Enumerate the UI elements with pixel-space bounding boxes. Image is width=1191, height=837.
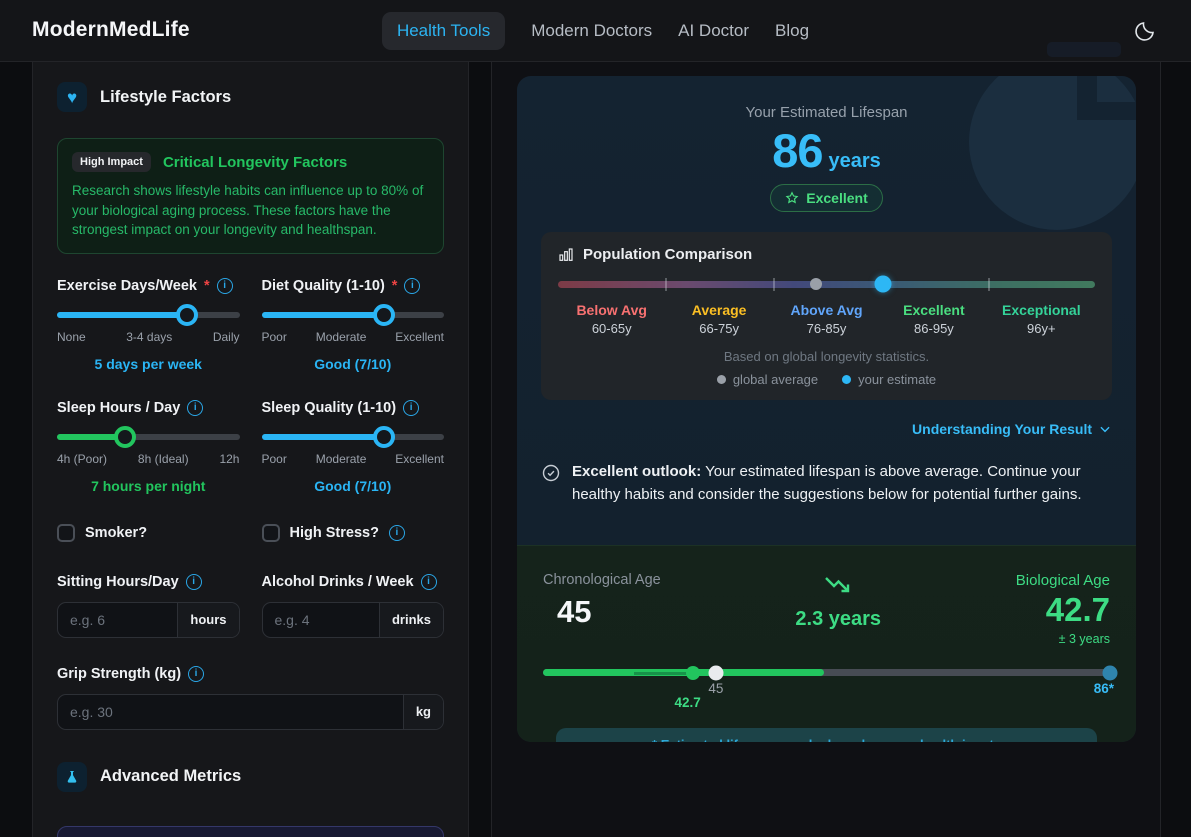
exercise-slider[interactable]	[57, 304, 240, 326]
excellent-badge[interactable]: Excellent	[770, 184, 882, 212]
callout-body: Research shows lifestyle habits can infl…	[72, 181, 429, 240]
high-stress-checkbox[interactable]	[262, 524, 280, 542]
lifespan-footnote: * Estimated lifespan may be based on you…	[556, 728, 1097, 742]
zone-below-avg: Below Avg60-65y	[558, 302, 665, 336]
population-title: Population Comparison	[583, 246, 752, 263]
legend-your-estimate: your estimate	[842, 372, 936, 387]
lifespan-marker	[1103, 665, 1118, 680]
top-navbar: ModernMedLife Health Tools Modern Doctor…	[0, 0, 1191, 62]
grip-strength-label: Grip Strength (kg)	[57, 666, 181, 682]
sitting-hours-input[interactable]	[58, 603, 177, 637]
exercise-value: 5 days per week	[57, 356, 240, 372]
sleep-quality-slider[interactable]	[262, 426, 445, 448]
population-scale-bar	[558, 276, 1095, 293]
star-icon	[785, 191, 799, 205]
smoker-checkbox-field: Smoker?	[57, 524, 240, 542]
advanced-metrics-title: Advanced Metrics	[100, 767, 241, 786]
info-icon[interactable]: i	[186, 574, 202, 590]
high-stress-checkbox-field: High Stress? i	[262, 524, 445, 542]
diet-label: Diet Quality (1-10)	[262, 278, 385, 294]
nav-item-ai-doctor[interactable]: AI Doctor	[678, 21, 749, 41]
diet-value: Good (7/10)	[262, 356, 445, 372]
sleep-hours-value: 7 hours per night	[57, 478, 240, 494]
lifestyle-title: Lifestyle Factors	[100, 88, 231, 107]
nav-item-blog[interactable]: Blog	[775, 21, 809, 41]
biological-age-block: Biological Age 42.7 ± 3 years	[1016, 572, 1110, 646]
info-icon[interactable]: i	[188, 666, 204, 682]
population-caption: Based on global longevity statistics.	[558, 349, 1095, 364]
nav-item-health-tools[interactable]: Health Tools	[382, 12, 505, 50]
check-circle-icon	[541, 463, 561, 483]
sitting-hours-field: Sitting Hours/Day i hours	[57, 574, 240, 638]
estimated-lifespan-card: Your Estimated Lifespan 86years Excellen…	[517, 76, 1136, 742]
info-icon[interactable]: i	[217, 278, 233, 294]
high-impact-callout: High Impact Critical Longevity Factors R…	[57, 138, 444, 254]
sleep-quality-slider-field: Sleep Quality (1-10)i PoorModerateExcell…	[262, 400, 445, 494]
info-icon[interactable]: i	[421, 574, 437, 590]
callout-title: Critical Longevity Factors	[163, 154, 347, 171]
chronological-age-marker	[708, 665, 723, 680]
info-icon[interactable]: i	[187, 400, 203, 416]
sleep-hours-label: Sleep Hours / Day	[57, 400, 180, 416]
alcohol-field: Alcohol Drinks / Week i drinks	[262, 574, 445, 638]
high-impact-badge: High Impact	[72, 152, 151, 172]
info-icon[interactable]: i	[403, 400, 419, 416]
heart-icon: ♥	[57, 82, 87, 112]
global-average-marker	[810, 278, 822, 290]
population-comparison-card: Population Comparison Below Avg60-65y Av…	[541, 232, 1112, 400]
diet-slider[interactable]	[262, 304, 445, 326]
alcohol-label: Alcohol Drinks / Week	[262, 574, 414, 590]
faint-button-shape	[1047, 42, 1121, 57]
exercise-slider-field: Exercise Days/Week*i None3-4 daysDaily 5…	[57, 278, 240, 372]
results-panel: Your Estimated Lifespan 86years Excellen…	[491, 62, 1161, 837]
alcohol-input[interactable]	[263, 603, 379, 637]
sleep-quality-label: Sleep Quality (1-10)	[262, 400, 397, 416]
lifestyle-section-header: ♥ Lifestyle Factors	[57, 82, 444, 112]
smoker-label: Smoker?	[85, 525, 147, 541]
grip-strength-suffix: kg	[403, 695, 443, 729]
flask-icon	[57, 762, 87, 792]
zone-excellent: Excellent86-95y	[880, 302, 987, 336]
lifespan-value: 86years	[517, 123, 1136, 178]
bar-chart-icon	[558, 247, 574, 263]
age-delta-block: 2.3 years	[795, 574, 881, 631]
zone-average: Average66-75y	[665, 302, 772, 336]
age-range-slider[interactable]: 45 42.7 86*	[543, 662, 1110, 706]
exercise-label: Exercise Days/Week	[57, 278, 197, 294]
grip-strength-input[interactable]	[58, 695, 403, 729]
zone-exceptional: Exceptional96y+	[988, 302, 1095, 336]
advanced-metrics-note: These fields provide deeper insights int…	[57, 826, 444, 837]
diet-slider-field: Diet Quality (1-10)*i PoorModerateExcell…	[262, 278, 445, 372]
legend-global-average: global average	[717, 372, 818, 387]
high-stress-label: High Stress?	[290, 525, 379, 541]
chronological-age-block: Chronological Age 45	[543, 572, 661, 630]
smoker-checkbox[interactable]	[57, 524, 75, 542]
trending-down-icon	[823, 574, 853, 598]
sleep-quality-value: Good (7/10)	[262, 478, 445, 494]
lifestyle-panel: ♥ Lifestyle Factors High Impact Critical…	[32, 62, 469, 837]
result-heading: Your Estimated Lifespan	[517, 104, 1136, 121]
nav-item-modern-doctors[interactable]: Modern Doctors	[531, 21, 652, 41]
alcohol-suffix: drinks	[379, 603, 443, 637]
biological-age-marker	[686, 666, 700, 680]
sitting-hours-label: Sitting Hours/Day	[57, 574, 179, 590]
outlook-message: Excellent outlook: Your estimated lifesp…	[541, 461, 1112, 506]
info-icon[interactable]: i	[389, 525, 405, 541]
sitting-hours-suffix: hours	[177, 603, 238, 637]
advanced-metrics-header: Advanced Metrics	[57, 762, 444, 792]
zone-above-avg: Above Avg76-85y	[773, 302, 880, 336]
sleep-hours-slider[interactable]	[57, 426, 240, 448]
sleep-hours-slider-field: Sleep Hours / Dayi 4h (Poor)8h (Ideal)12…	[57, 400, 240, 494]
info-icon[interactable]: i	[404, 278, 420, 294]
grip-strength-field: Grip Strength (kg) i kg	[57, 666, 444, 730]
your-estimate-marker	[874, 276, 891, 293]
moon-icon[interactable]	[1133, 19, 1157, 43]
understanding-result-link[interactable]: Understanding Your Result	[541, 421, 1112, 437]
chevron-down-icon	[1098, 422, 1112, 436]
age-comparison-band: Chronological Age 45 2.3 years Biologica…	[517, 545, 1136, 742]
nav-menu: Health Tools Modern Doctors AI Doctor Bl…	[0, 0, 1191, 62]
